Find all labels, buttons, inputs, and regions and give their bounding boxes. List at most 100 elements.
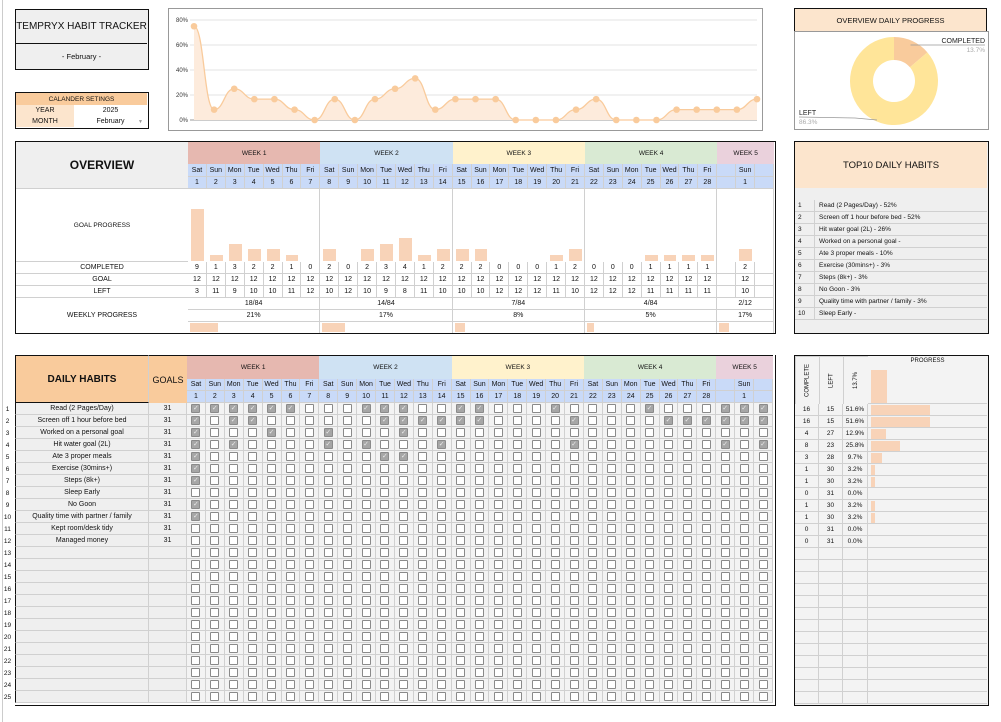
checkbox[interactable] — [380, 572, 390, 581]
checkbox[interactable] — [191, 644, 201, 653]
checkbox[interactable] — [418, 656, 428, 665]
habit-goal[interactable] — [149, 655, 187, 667]
checkbox[interactable] — [550, 608, 560, 617]
checkbox[interactable] — [361, 584, 371, 593]
checkbox[interactable] — [285, 524, 295, 533]
checkbox[interactable] — [569, 548, 579, 557]
habit-name[interactable]: Screen off 1 hour before bed — [15, 415, 149, 427]
checkbox[interactable] — [380, 644, 390, 653]
checkbox-checked[interactable] — [191, 512, 201, 521]
checkbox[interactable] — [758, 428, 768, 437]
checkbox[interactable] — [645, 452, 655, 461]
checkbox[interactable] — [474, 524, 484, 533]
habit-goal[interactable]: 31 — [149, 487, 187, 499]
checkbox[interactable] — [626, 536, 636, 545]
checkbox-checked[interactable] — [437, 416, 447, 425]
checkbox[interactable] — [380, 524, 390, 533]
checkbox[interactable] — [456, 476, 466, 485]
checkbox[interactable] — [531, 596, 541, 605]
checkbox[interactable] — [550, 680, 560, 689]
checkbox[interactable] — [645, 428, 655, 437]
checkbox[interactable] — [626, 512, 636, 521]
checkbox[interactable] — [588, 488, 598, 497]
checkbox[interactable] — [210, 668, 220, 677]
checkbox[interactable] — [682, 584, 692, 593]
checkbox[interactable] — [248, 524, 258, 533]
habit-name[interactable] — [15, 667, 149, 679]
checkbox[interactable] — [739, 644, 749, 653]
checkbox[interactable] — [664, 632, 674, 641]
checkbox[interactable] — [758, 596, 768, 605]
checkbox[interactable] — [380, 692, 390, 701]
checkbox[interactable] — [626, 452, 636, 461]
checkbox[interactable] — [739, 500, 749, 509]
checkbox[interactable] — [550, 644, 560, 653]
checkbox[interactable] — [588, 620, 598, 629]
checkbox[interactable] — [701, 476, 711, 485]
checkbox[interactable] — [229, 428, 239, 437]
checkbox[interactable] — [758, 452, 768, 461]
checkbox[interactable] — [399, 488, 409, 497]
checkbox[interactable] — [342, 524, 352, 533]
checkbox[interactable] — [701, 428, 711, 437]
checkbox[interactable] — [418, 560, 428, 569]
checkbox[interactable] — [456, 584, 466, 593]
checkbox[interactable] — [569, 620, 579, 629]
checkbox[interactable] — [664, 536, 674, 545]
checkbox[interactable] — [399, 500, 409, 509]
checkbox[interactable] — [323, 548, 333, 557]
checkbox[interactable] — [304, 692, 314, 701]
checkbox[interactable] — [191, 488, 201, 497]
checkbox[interactable] — [720, 692, 730, 701]
checkbox[interactable] — [701, 560, 711, 569]
checkbox[interactable] — [682, 464, 692, 473]
checkbox[interactable] — [210, 584, 220, 593]
checkbox[interactable] — [285, 644, 295, 653]
checkbox[interactable] — [474, 548, 484, 557]
checkbox[interactable] — [607, 548, 617, 557]
checkbox[interactable] — [323, 500, 333, 509]
checkbox[interactable] — [304, 512, 314, 521]
checkbox[interactable] — [701, 584, 711, 593]
checkbox[interactable] — [645, 656, 655, 665]
checkbox[interactable] — [645, 536, 655, 545]
checkbox[interactable] — [701, 440, 711, 449]
checkbox-checked[interactable] — [191, 500, 201, 509]
checkbox[interactable] — [588, 608, 598, 617]
checkbox[interactable] — [399, 560, 409, 569]
checkbox[interactable] — [550, 536, 560, 545]
checkbox[interactable] — [569, 524, 579, 533]
checkbox[interactable] — [645, 584, 655, 593]
checkbox[interactable] — [342, 560, 352, 569]
checkbox[interactable] — [550, 416, 560, 425]
habit-name[interactable]: Sleep Early — [15, 487, 149, 499]
checkbox[interactable] — [474, 572, 484, 581]
checkbox-checked[interactable] — [229, 440, 239, 449]
checkbox[interactable] — [569, 656, 579, 665]
checkbox[interactable] — [456, 680, 466, 689]
checkbox[interactable] — [569, 668, 579, 677]
checkbox[interactable] — [758, 680, 768, 689]
checkbox[interactable] — [720, 476, 730, 485]
checkbox[interactable] — [437, 452, 447, 461]
checkbox[interactable] — [456, 596, 466, 605]
checkbox[interactable] — [645, 440, 655, 449]
checkbox[interactable] — [607, 620, 617, 629]
checkbox-checked[interactable] — [569, 416, 579, 425]
checkbox[interactable] — [399, 680, 409, 689]
checkbox[interactable] — [701, 536, 711, 545]
checkbox[interactable] — [512, 608, 522, 617]
checkbox[interactable] — [342, 428, 352, 437]
checkbox[interactable] — [248, 620, 258, 629]
checkbox[interactable] — [739, 692, 749, 701]
checkbox[interactable] — [758, 608, 768, 617]
checkbox[interactable] — [248, 476, 258, 485]
checkbox[interactable] — [210, 536, 220, 545]
checkbox[interactable] — [493, 668, 503, 677]
checkbox[interactable] — [304, 440, 314, 449]
checkbox[interactable] — [758, 668, 768, 677]
checkbox[interactable] — [285, 692, 295, 701]
checkbox[interactable] — [701, 464, 711, 473]
checkbox[interactable] — [550, 428, 560, 437]
checkbox[interactable] — [626, 632, 636, 641]
